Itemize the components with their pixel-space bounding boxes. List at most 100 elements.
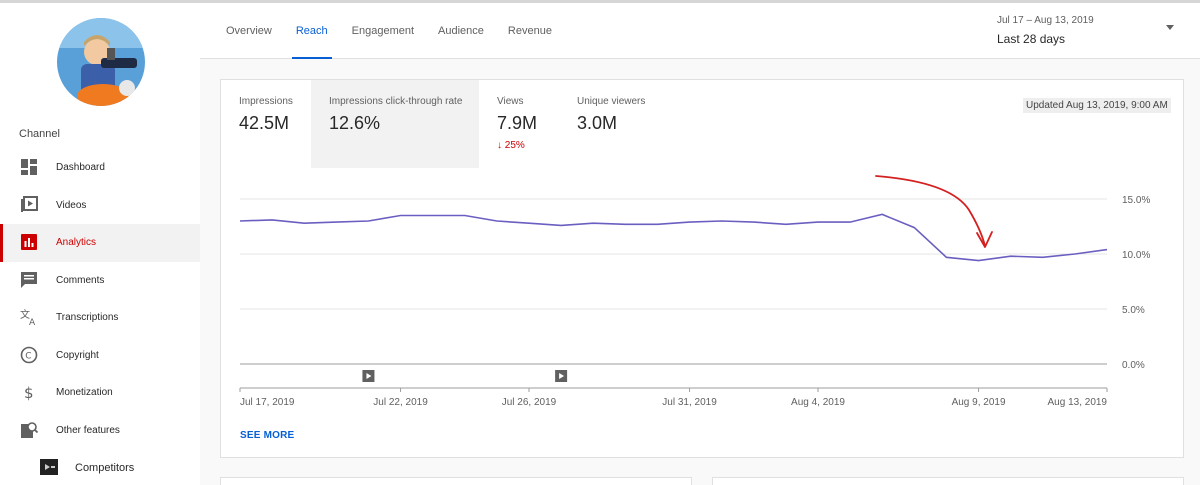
sidebar-item-label: Monetization: [56, 387, 113, 399]
x-tick-label: Jul 17, 2019: [240, 397, 295, 408]
data-point: [752, 220, 756, 224]
data-point: [1073, 252, 1077, 256]
sidebar-item-monetization[interactable]: $ Monetization: [0, 374, 200, 412]
svg-text:文: 文: [20, 308, 30, 321]
competitors-icon: [40, 459, 58, 475]
sidebar-item-transcriptions[interactable]: 文 A Transcriptions: [0, 299, 200, 337]
y-tick-label: 15.0%: [1122, 195, 1150, 206]
metric-delta: ↓ 25%: [497, 140, 541, 151]
metric-unique-viewers[interactable]: Unique viewers 3.0M: [559, 80, 659, 168]
reach-card: Impressions 42.5M Impressions click-thro…: [220, 79, 1184, 458]
other-features-icon: [21, 421, 38, 438]
sidebar-item-label: Comments: [56, 274, 105, 286]
data-point: [944, 255, 948, 259]
analytics-header: Overview Reach Engagement Audience Reven…: [200, 3, 1200, 59]
tab-revenue[interactable]: Revenue: [507, 25, 552, 37]
data-point: [431, 214, 435, 218]
channel-avatar[interactable]: [57, 18, 145, 106]
data-point: [688, 220, 692, 224]
metric-delta-value: 25%: [504, 140, 525, 151]
red-arrow-annotation: [875, 175, 986, 247]
sidebar-item-label: Videos: [56, 199, 87, 211]
data-point: [720, 219, 724, 223]
data-point: [655, 222, 659, 226]
ctr-line-chart: 0.0% 5.0% 10.0% 15.0% Jul 17, 2019 Jul 22, 20…: [238, 175, 1150, 408]
data-point: [591, 221, 595, 225]
sidebar-item-label: Dashboard: [56, 162, 105, 174]
y-tick-label: 10.0%: [1122, 250, 1150, 261]
sidebar-item-other-features[interactable]: Other features: [0, 412, 200, 450]
x-tick-label: Jul 22, 2019: [373, 397, 428, 408]
transcriptions-icon: 文 A: [20, 308, 36, 326]
svg-text:A: A: [29, 318, 36, 326]
chevron-down-icon[interactable]: [1166, 25, 1174, 30]
metric-label: Impressions click-through rate: [329, 96, 463, 107]
comments-icon: [21, 271, 37, 288]
sidebar-item-dashboard[interactable]: Dashboard: [0, 149, 200, 187]
data-point: [977, 259, 981, 263]
bottom-card-left: [220, 477, 692, 485]
see-more-link[interactable]: SEE MORE: [240, 430, 295, 441]
data-point: [238, 219, 242, 223]
tab-engagement[interactable]: Engagement: [351, 25, 415, 37]
metric-value: 7.9M: [497, 113, 538, 133]
metric-impressions[interactable]: Impressions 42.5M: [221, 80, 311, 168]
tab-audience[interactable]: Audience: [438, 25, 484, 37]
videos-icon: [21, 195, 38, 212]
series-line: [239, 213, 1108, 262]
metric-label: Impressions: [239, 96, 293, 107]
x-tick-label: Aug 4, 2019: [791, 397, 845, 408]
top-border: [0, 0, 1200, 3]
sidebar-item-label: Copyright: [56, 349, 99, 361]
tab-bar: Overview Reach Engagement Audience Reven…: [214, 3, 564, 59]
dashboard-icon: [21, 159, 37, 175]
metric-label: Views: [497, 96, 524, 107]
metric-impressions-ctr[interactable]: Impressions click-through rate 12.6%: [311, 80, 479, 168]
video-marker-icon[interactable]: [555, 370, 568, 382]
avatar-image: [57, 18, 145, 106]
y-tick-label: 0.0%: [1122, 360, 1145, 371]
data-point: [334, 220, 338, 224]
bottom-card-right: [712, 477, 1184, 485]
sidebar-item-videos[interactable]: Videos: [0, 187, 200, 225]
updated-timestamp: Updated Aug 13, 2019, 9:00 AM: [1023, 98, 1171, 113]
x-tick-label: Aug 9, 2019: [952, 397, 1006, 408]
data-point: [912, 226, 916, 230]
data-point: [527, 221, 531, 225]
data-point: [880, 212, 884, 216]
sidebar-item-competitors[interactable]: Competitors: [0, 449, 200, 485]
analytics-icon: [21, 234, 37, 250]
sidebar-item-label: Other features: [56, 424, 120, 436]
data-point: [1041, 255, 1045, 259]
arrow-down-icon: ↓: [497, 140, 502, 151]
svg-text:C: C: [25, 351, 31, 361]
sidebar-item-analytics[interactable]: Analytics: [0, 224, 200, 262]
video-marker-icon[interactable]: [362, 370, 375, 382]
sidebar-item-copyright[interactable]: C Copyright: [0, 337, 200, 375]
data-point: [816, 220, 820, 224]
metric-views[interactable]: Views 7.9M ↓ 25%: [479, 80, 559, 168]
data-point: [784, 222, 788, 226]
data-point: [848, 220, 852, 224]
metric-value: 3.0M: [577, 113, 618, 133]
tab-overview[interactable]: Overview: [226, 25, 272, 37]
data-point: [623, 222, 627, 226]
sidebar-item-comments[interactable]: Comments: [0, 262, 200, 300]
date-range-picker[interactable]: Jul 17 – Aug 13, 2019 Last 28 days: [997, 15, 1094, 46]
x-tick-label: Jul 31, 2019: [662, 397, 717, 408]
metric-value: 42.5M: [239, 113, 290, 133]
sidebar-item-label: Analytics: [56, 237, 97, 249]
sidebar-item-label: Transcriptions: [56, 312, 119, 324]
copyright-icon: C: [20, 346, 38, 363]
metric-value: 12.6%: [329, 113, 381, 133]
sidebar-item-label: Competitors: [75, 461, 135, 474]
data-point: [1009, 254, 1013, 258]
data-point: [559, 223, 563, 227]
x-tick-label: Aug 13, 2019: [1048, 397, 1108, 408]
data-point: [270, 218, 274, 222]
tab-reach[interactable]: Reach: [284, 3, 340, 59]
svg-text:$: $: [24, 384, 34, 401]
date-range-label: Last 28 days: [997, 32, 1066, 46]
x-tick-label: Jul 26, 2019: [502, 397, 557, 408]
sidebar: Channel Dashboard Videos Analytics: [0, 3, 200, 485]
